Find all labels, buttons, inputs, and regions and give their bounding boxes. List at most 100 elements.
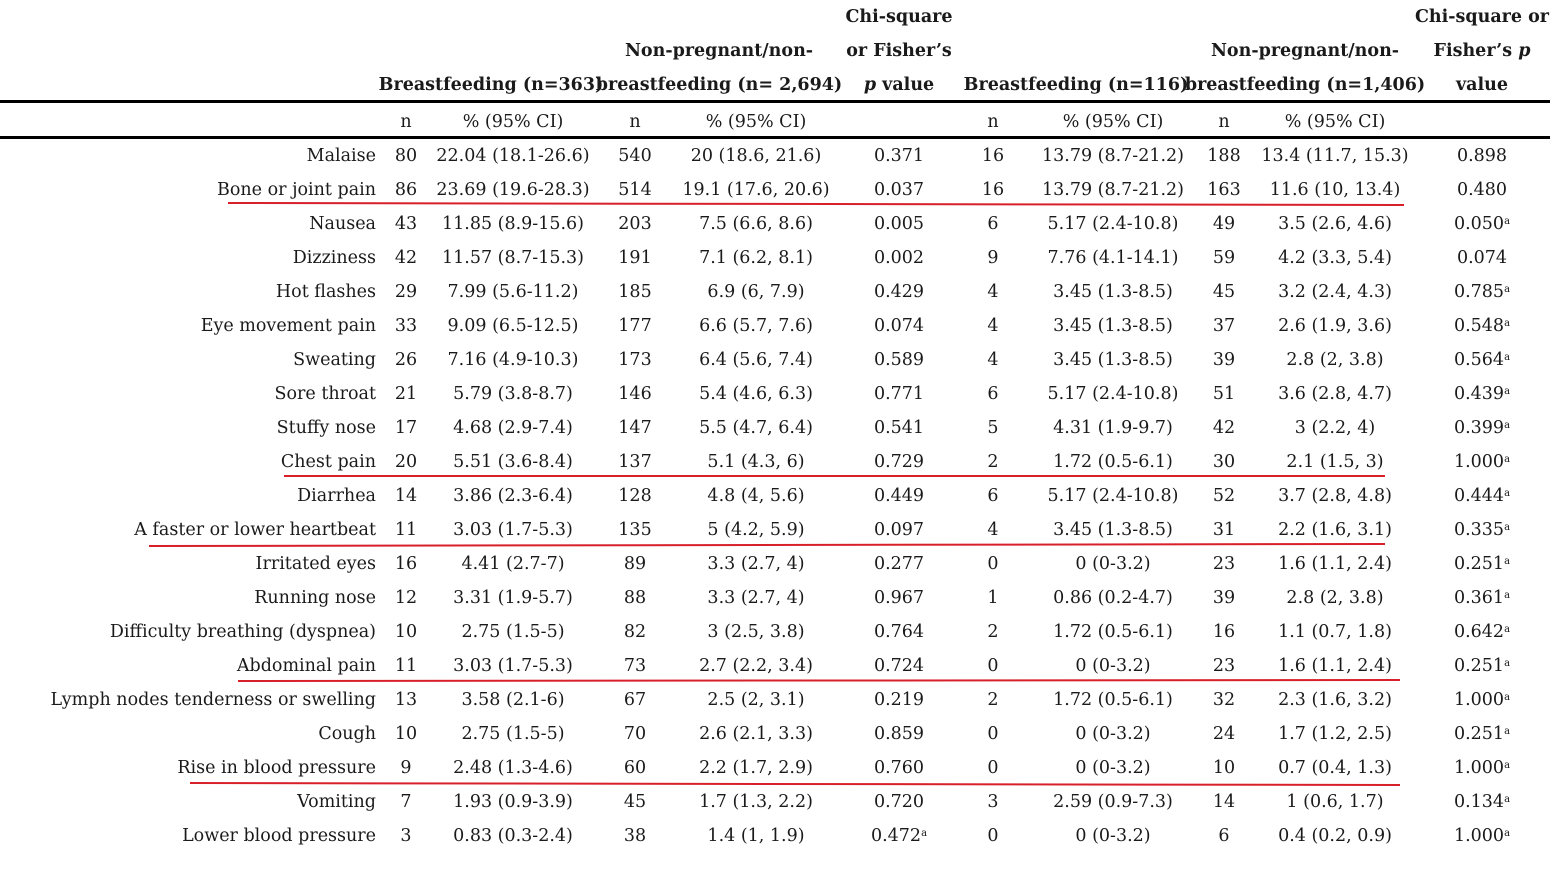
- cell-pct4: 1.1 (0.7, 1.8): [1278, 622, 1392, 642]
- cell-pct4: 3.7 (2.8, 4.8): [1278, 486, 1392, 506]
- cell-n1: 16: [394, 554, 418, 574]
- cell-n4: 14: [1212, 792, 1236, 812]
- cell-pct2: 3.3 (2.7, 4): [707, 588, 805, 608]
- cell-n4: 23: [1212, 656, 1236, 676]
- row-label: Diarrhea: [297, 486, 376, 506]
- row-label: Chest pain: [280, 452, 376, 472]
- cell-n3: 16: [981, 180, 1005, 200]
- cell-n2: 45: [623, 792, 647, 812]
- cell-pval1: 0.859: [873, 724, 925, 744]
- cell-pct1: 3.86 (2.3-6.4): [453, 486, 573, 506]
- cell-n2: 135: [618, 520, 652, 540]
- cell-n3: 0: [987, 656, 999, 676]
- cell-n2: 540: [618, 146, 652, 166]
- cell-pval2: 1.000a: [1453, 690, 1511, 710]
- pval1-header-line1: Chi-square: [845, 7, 953, 27]
- cell-pct2: 6.4 (5.6, 7.4): [699, 350, 813, 370]
- pval1-header-line2: or Fisher’s: [846, 41, 952, 61]
- cell-pct3: 2.59 (0.9-7.3): [1053, 792, 1173, 812]
- cell-pct4: 1.6 (1.1, 2.4): [1278, 656, 1392, 676]
- cell-n1: 11: [394, 656, 418, 676]
- footnote-marker: a: [1504, 420, 1511, 431]
- row-label: Difficulty breathing (dyspnea): [109, 622, 376, 642]
- cell-pct3: 0.86 (0.2-4.7): [1053, 588, 1173, 608]
- subheader-n1: n: [400, 112, 412, 132]
- row-label: Running nose: [254, 588, 376, 608]
- cell-pct3: 5.17 (2.4-10.8): [1047, 384, 1179, 404]
- cell-pct3: 4.31 (1.9-9.7): [1053, 418, 1173, 438]
- cell-n2: 147: [618, 418, 652, 438]
- cell-n1: 10: [394, 724, 418, 744]
- cell-n1: 26: [394, 350, 418, 370]
- pval2-header-line3: value: [1455, 75, 1509, 95]
- cell-n4: 31: [1212, 520, 1236, 540]
- cell-pct4: 1.7 (1.2, 2.5): [1278, 724, 1392, 744]
- cell-pct3: 3.45 (1.3-8.5): [1053, 316, 1173, 336]
- cell-pct2: 6.9 (6, 7.9): [707, 282, 805, 302]
- footnote-marker: a: [1504, 216, 1511, 227]
- cell-pct3: 7.76 (4.1-14.1): [1047, 248, 1179, 268]
- cell-n2: 137: [618, 452, 652, 472]
- pval1-header-line3: p value: [863, 75, 935, 95]
- red-underline: [284, 475, 1385, 477]
- cell-n2: 60: [623, 758, 647, 778]
- cell-pct2: 5.5 (4.7, 6.4): [699, 418, 813, 438]
- group3-header: Breastfeeding (n=116): [963, 75, 1189, 95]
- footnote-marker: a: [1504, 828, 1511, 839]
- cell-pct2: 7.1 (6.2, 8.1): [699, 248, 813, 268]
- row-label: Rise in blood pressure: [177, 758, 376, 778]
- cell-n3: 6: [987, 486, 999, 506]
- subheader-n2: n: [629, 112, 641, 132]
- cell-pct2: 3.3 (2.7, 4): [707, 554, 805, 574]
- cell-pval2: 0.785a: [1453, 282, 1511, 302]
- cell-pval1: 0.967: [873, 588, 925, 608]
- subheader-pct3: % (95% CI): [1062, 112, 1164, 132]
- cell-pct4: 0.4 (0.2, 0.9): [1278, 826, 1392, 846]
- cell-pct2: 6.6 (5.7, 7.6): [699, 316, 813, 336]
- cell-pct3: 5.17 (2.4-10.8): [1047, 214, 1179, 234]
- cell-pval2: 0.134a: [1453, 792, 1511, 812]
- cell-n1: 33: [394, 316, 418, 336]
- pval2-header-line1: Chi-square or: [1414, 7, 1550, 27]
- cell-n2: 128: [618, 486, 652, 506]
- row-label: Hot flashes: [275, 282, 376, 302]
- footnote-marker: a: [1504, 658, 1511, 669]
- subheader-n3: n: [987, 112, 999, 132]
- cell-pct4: 1.6 (1.1, 2.4): [1278, 554, 1392, 574]
- footnote-marker: a: [1504, 488, 1511, 499]
- cell-pct2: 7.5 (6.6, 8.6): [699, 214, 813, 234]
- cell-pval1: 0.771: [873, 384, 925, 404]
- cell-n4: 10: [1212, 758, 1236, 778]
- cell-pval1: 0.764: [873, 622, 925, 642]
- cell-n3: 9: [987, 248, 999, 268]
- group4-header-line2: breastfeeding (n=1,406): [1184, 75, 1426, 95]
- cell-pct1: 11.57 (8.7-15.3): [441, 248, 585, 268]
- pval2-header-line2: Fisher’s p: [1433, 41, 1531, 61]
- cell-n2: 185: [618, 282, 652, 302]
- cell-pct1: 2.75 (1.5-5): [461, 622, 565, 642]
- cell-pct3: 5.17 (2.4-10.8): [1047, 486, 1179, 506]
- cell-n1: 7: [400, 792, 412, 812]
- cell-n4: 52: [1212, 486, 1236, 506]
- cell-n2: 203: [618, 214, 652, 234]
- group2-header-line2: breastfeeding (n= 2,694): [595, 75, 843, 95]
- row-label: A faster or lower heartbeat: [134, 520, 376, 540]
- cell-pval1: 0.429: [873, 282, 925, 302]
- cell-n4: 32: [1212, 690, 1236, 710]
- footnote-marker: a: [1504, 590, 1511, 601]
- cell-pval2: 0.050a: [1453, 214, 1511, 234]
- cell-pct2: 20 (18.6, 21.6): [690, 146, 822, 166]
- cell-pct3: 1.72 (0.5-6.1): [1053, 452, 1173, 472]
- cell-pct2: 5.4 (4.6, 6.3): [699, 384, 813, 404]
- cell-pval1: 0.541: [873, 418, 925, 438]
- cell-n4: 39: [1212, 350, 1236, 370]
- row-label: Malaise: [306, 146, 376, 166]
- footnote-marker: a: [1504, 726, 1511, 737]
- row-label: Nausea: [309, 214, 376, 234]
- cell-n1: 11: [394, 520, 418, 540]
- cell-pval1: 0.277: [873, 554, 925, 574]
- cell-pct2: 5 (4.2, 5.9): [707, 520, 805, 540]
- row-label: Abdominal pain: [236, 656, 376, 676]
- cell-n4: 163: [1207, 180, 1241, 200]
- footnote-marker: a: [1504, 794, 1511, 805]
